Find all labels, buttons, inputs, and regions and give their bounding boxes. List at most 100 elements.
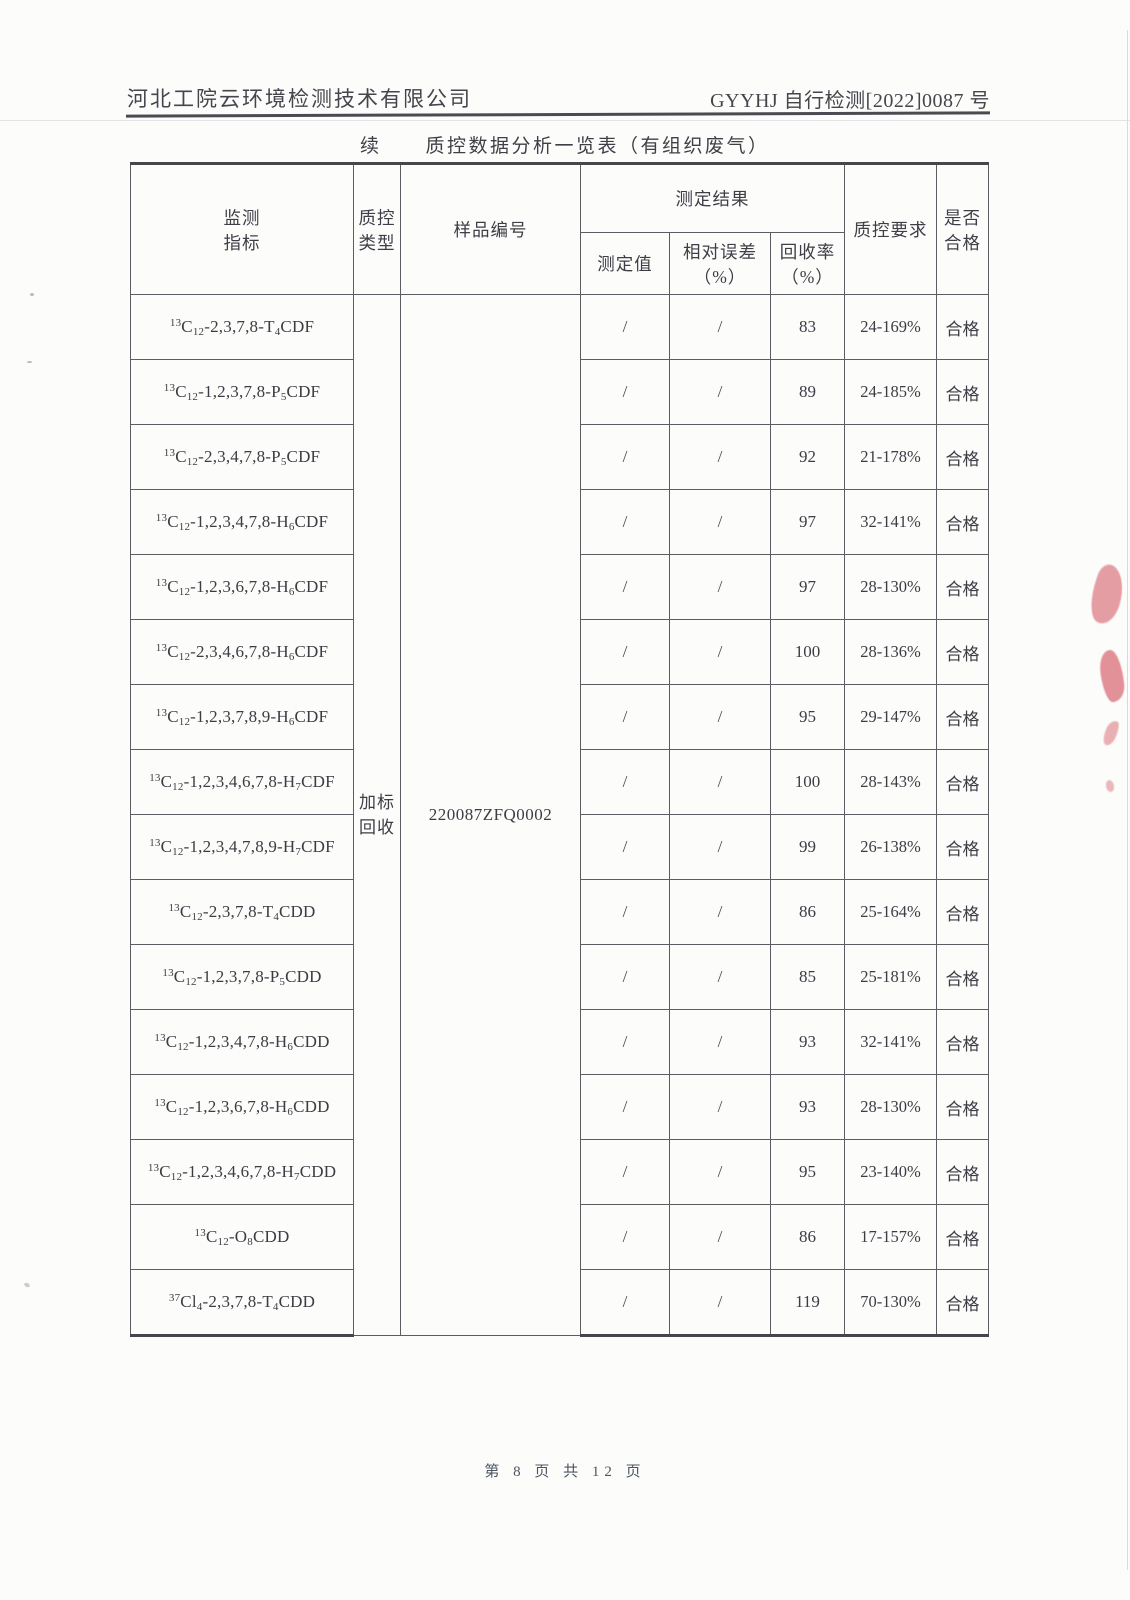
column-header-measured-value: 测定值	[580, 232, 670, 295]
analyte-name: 13C12-O8CDD	[130, 1204, 354, 1270]
red-stamp-fragment	[1100, 718, 1122, 748]
relative-error: /	[669, 1269, 771, 1337]
relative-error: /	[669, 1204, 771, 1270]
qualified-status: 合格	[936, 1074, 989, 1140]
qualified-status: 合格	[936, 359, 989, 425]
measured-value: /	[580, 749, 670, 815]
measured-value: /	[580, 489, 670, 555]
measured-value: /	[580, 1269, 670, 1337]
table-row: 13C12-1,2,3,6,7,8-H6CDD //93 28-130% 合格	[130, 1074, 989, 1140]
relative-error: /	[669, 1074, 771, 1140]
table-row: 13C12-1,2,3,7,8-P5CDD //85 25-181% 合格	[130, 944, 989, 1010]
table-row: 13C12-2,3,4,6,7,8-H6CDF //100 28-136% 合格	[130, 619, 989, 685]
title-text: 质控数据分析一览表（有组织废气）	[425, 136, 770, 157]
header-document-number: GYYHJ 自行检测[2022]0087 号	[710, 90, 990, 112]
column-header-qc-requirement: 质控要求	[844, 162, 937, 295]
recovery-rate: 99	[770, 814, 845, 880]
red-stamp-fragment	[1097, 648, 1127, 704]
qualified-status: 合格	[936, 424, 989, 490]
measured-value: /	[580, 359, 670, 425]
qc-requirement: 25-164%	[844, 879, 937, 945]
measured-value: /	[580, 1074, 670, 1140]
qualified-status: 合格	[936, 1009, 989, 1075]
relative-error: /	[669, 1009, 771, 1075]
column-header-sample-id: 样品编号	[400, 162, 581, 295]
column-header-recovery-rate: 回收率 （%）	[770, 232, 845, 295]
table-row: 13C12-1,2,3,4,7,8-H6CDD //93 32-141% 合格	[130, 1009, 989, 1075]
qc-requirement: 28-136%	[844, 619, 937, 685]
measured-value: /	[580, 684, 670, 750]
title-continued-prefix: 续	[360, 136, 382, 157]
qc-requirement: 21-178%	[844, 424, 937, 490]
qualified-status: 合格	[936, 1204, 989, 1270]
recovery-rate: 97	[770, 554, 845, 620]
page-seam-line	[0, 120, 1130, 121]
qc-requirement: 28-130%	[844, 1074, 937, 1140]
analyte-name: 13C12-1,2,3,4,6,7,8-H7CDF	[130, 749, 354, 815]
table-row: 37Cl4-2,3,7,8-T4CDD //119 70-130% 合格	[130, 1269, 989, 1337]
recovery-rate: 85	[770, 944, 845, 1010]
qc-requirement: 70-130%	[844, 1269, 937, 1337]
measured-value: /	[580, 944, 670, 1010]
qualified-status: 合格	[936, 749, 989, 815]
relative-error: /	[669, 879, 771, 945]
qc-requirement: 17-157%	[844, 1204, 937, 1270]
relative-error: /	[669, 684, 771, 750]
measured-value: /	[580, 619, 670, 685]
qc-requirement: 29-147%	[844, 684, 937, 750]
qc-data-table: 监测 指标 质控 类型 样品编号 测定结果 质控要求 是否 合格 测定值 相对误…	[130, 162, 989, 1337]
page-title: 续 质控数据分析一览表（有组织废气）	[360, 131, 770, 158]
qc-requirement: 28-130%	[844, 554, 937, 620]
qc-requirement: 25-181%	[844, 944, 937, 1010]
qc-requirement: 23-140%	[844, 1139, 937, 1205]
relative-error: /	[669, 944, 771, 1010]
qualified-status: 合格	[936, 879, 989, 945]
qualified-status: 合格	[936, 814, 989, 880]
analyte-name: 13C12-1,2,3,4,7,8,9-H7CDF	[130, 814, 354, 880]
recovery-rate: 95	[770, 684, 845, 750]
relative-error: /	[669, 424, 771, 490]
recovery-rate: 92	[770, 424, 845, 490]
column-header-monitor-indicator: 监测 指标	[130, 162, 354, 295]
qc-requirement: 28-143%	[844, 749, 937, 815]
recovery-rate: 86	[770, 1204, 845, 1270]
relative-error: /	[669, 489, 771, 555]
qualified-status: 合格	[936, 489, 989, 555]
red-stamp-fragment	[1084, 559, 1130, 631]
table-row: 13C12-1,2,3,4,7,8,9-H7CDF //99 26-138% 合格	[130, 814, 989, 880]
analyte-name: 13C12-1,2,3,7,8-P5CDD	[130, 944, 354, 1010]
qualified-status: 合格	[936, 684, 989, 750]
table-row: 13C12-2,3,7,8-T4CDD //86 25-164% 合格	[130, 879, 989, 945]
qualified-status: 合格	[936, 294, 989, 360]
analyte-name: 13C12-2,3,4,7,8-P5CDF	[130, 424, 354, 490]
relative-error: /	[669, 749, 771, 815]
analyte-name: 13C12-1,2,3,7,8,9-H6CDF	[130, 684, 354, 750]
measured-value: /	[580, 554, 670, 620]
measured-value: /	[580, 1204, 670, 1270]
column-header-relative-error: 相对误差 （%）	[669, 232, 771, 295]
qualified-status: 合格	[936, 554, 989, 620]
qc-type-value: 加标回收	[353, 294, 401, 1336]
relative-error: /	[669, 554, 771, 620]
footer-page-number: 第 8 页 共 12 页	[484, 1464, 646, 1480]
table-row: 13C12-1,2,3,7,8,9-H6CDF //95 29-147% 合格	[130, 684, 989, 750]
recovery-rate: 119	[770, 1269, 845, 1337]
table-header-row-sub: 测定值 相对误差 （%） 回收率 （%）	[131, 232, 989, 295]
qualified-status: 合格	[936, 1269, 989, 1337]
measured-value: /	[580, 424, 670, 490]
recovery-rate: 86	[770, 879, 845, 945]
table-body: 13C12-2,3,7,8-T4CDF 加标回收 220087ZFQ0002//83…	[130, 294, 989, 1337]
relative-error: /	[669, 294, 771, 360]
measured-value: /	[580, 879, 670, 945]
analyte-name: 13C12-1,2,3,4,7,8-H6CDF	[130, 489, 354, 555]
analyte-name: 13C12-1,2,3,7,8-P5CDF	[130, 359, 354, 425]
recovery-rate: 83	[770, 294, 845, 360]
table-row: 13C12-1,2,3,4,6,7,8-H7CDF //100 28-143% 合格	[130, 749, 989, 815]
qc-requirement: 32-141%	[844, 489, 937, 555]
table-row: 13C12-2,3,7,8-T4CDF 加标回收 220087ZFQ0002//83…	[130, 294, 989, 1336]
analyte-name: 13C12-2,3,7,8-T4CDD	[130, 879, 354, 945]
recovery-rate: 97	[770, 489, 845, 555]
qc-requirement: 26-138%	[844, 814, 937, 880]
table-header-row-top: 监测 指标 质控 类型 样品编号 测定结果 质控要求 是否 合格	[130, 162, 989, 295]
qualified-status: 合格	[936, 944, 989, 1010]
